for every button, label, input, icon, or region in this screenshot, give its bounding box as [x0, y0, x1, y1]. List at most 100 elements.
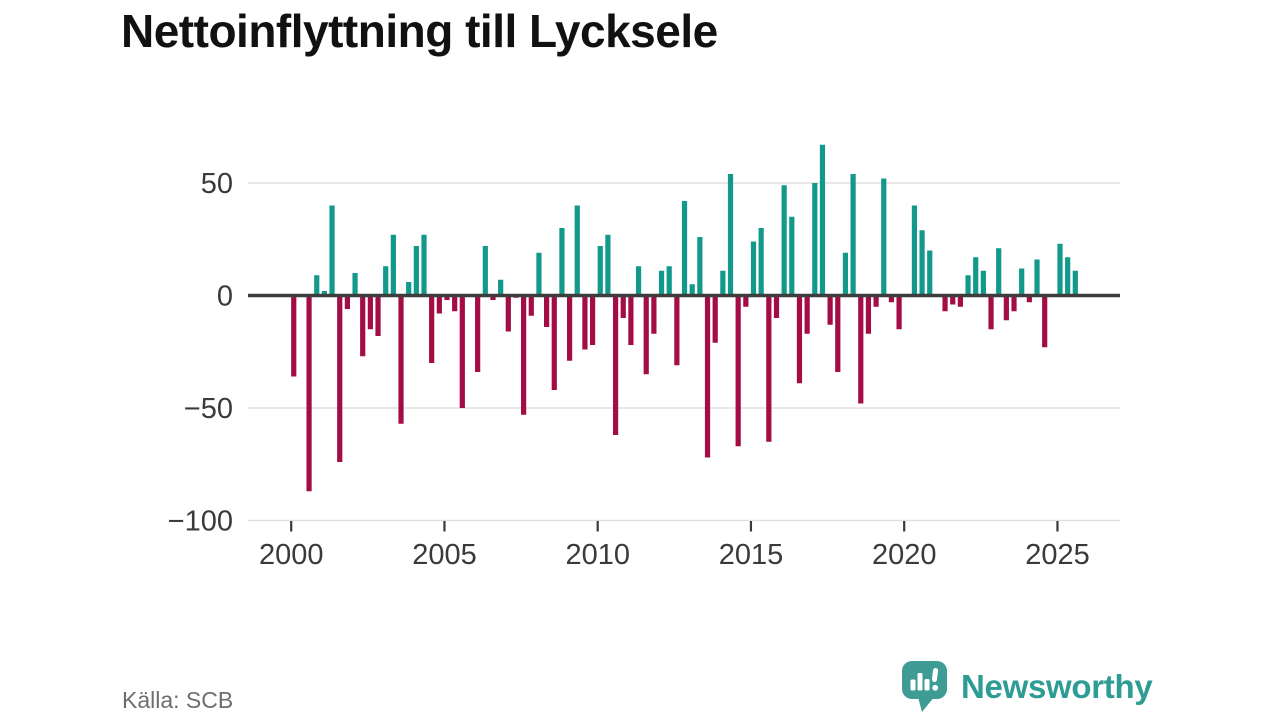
bar	[582, 295, 588, 350]
x-tick-label: 2020	[872, 539, 937, 571]
x-tick-label: 2005	[412, 539, 477, 571]
bar	[1003, 295, 1009, 321]
bar	[827, 295, 833, 325]
bar	[796, 295, 803, 384]
bar	[666, 266, 672, 296]
bar	[689, 284, 695, 296]
bar	[321, 291, 327, 296]
x-tick-label: 2015	[719, 539, 784, 571]
bar	[819, 144, 826, 296]
bar	[620, 295, 626, 318]
bar	[881, 178, 887, 296]
bar	[574, 205, 580, 296]
bar	[804, 295, 810, 334]
bar	[651, 295, 657, 334]
bar	[612, 295, 619, 435]
bar	[544, 295, 550, 327]
bar	[375, 295, 381, 336]
x-tick-label: 2025	[1025, 539, 1090, 571]
bar	[306, 295, 312, 492]
bar	[957, 295, 963, 307]
bar	[413, 246, 419, 296]
bar	[444, 295, 450, 300]
bar	[727, 174, 734, 296]
bar	[750, 241, 757, 296]
bar	[498, 279, 504, 296]
y-tick-label: 50	[201, 168, 233, 200]
bar	[536, 252, 542, 296]
bar	[1042, 295, 1048, 348]
bar	[390, 234, 396, 296]
x-axis-labels: 2000 2005 2010 2015 2020 2025	[259, 539, 1090, 571]
y-axis-labels: 50 0 −50 −100	[168, 168, 233, 538]
bar	[490, 295, 496, 300]
bar	[873, 295, 879, 307]
bar	[551, 295, 557, 390]
bar	[950, 295, 956, 305]
bar	[965, 275, 971, 296]
bar	[681, 201, 688, 296]
bar	[1072, 270, 1078, 296]
bar	[781, 185, 787, 296]
bar	[528, 295, 534, 316]
bar	[505, 295, 511, 332]
bar	[421, 234, 427, 296]
bar	[704, 295, 711, 458]
bar	[628, 295, 634, 345]
bar	[559, 228, 565, 296]
bar	[1057, 243, 1063, 296]
bar	[589, 295, 596, 345]
bar	[521, 295, 527, 415]
bar	[329, 205, 335, 296]
bar	[1026, 295, 1032, 303]
bar	[973, 257, 979, 296]
bar	[658, 270, 665, 296]
x-axis-ticks	[290, 521, 1059, 532]
bar	[383, 266, 389, 296]
newsworthy-logo-icon	[902, 661, 947, 712]
bar	[482, 246, 488, 296]
bar	[720, 270, 726, 296]
bar	[697, 237, 703, 296]
bar	[980, 270, 986, 296]
bar	[429, 295, 435, 363]
bar	[1034, 259, 1040, 296]
bar	[436, 295, 442, 314]
bar	[605, 234, 611, 296]
bars	[291, 144, 1078, 492]
bar	[352, 273, 358, 296]
bar	[758, 228, 764, 296]
bar	[766, 295, 772, 442]
bar	[475, 295, 481, 372]
bar	[291, 295, 297, 377]
x-tick-label: 2000	[259, 539, 324, 571]
y-tick-label: −100	[168, 506, 233, 538]
bar	[743, 295, 749, 307]
bar	[360, 295, 366, 357]
page-title: Nettoinflyttning till Lycksele	[121, 5, 718, 57]
bar	[398, 295, 404, 424]
bar	[1065, 257, 1071, 296]
gridlines	[248, 182, 1120, 522]
bar	[459, 295, 465, 408]
bar	[337, 295, 343, 462]
source-caption: Källa: SCB	[122, 687, 234, 713]
bar	[635, 266, 642, 296]
bar	[927, 250, 933, 296]
bar	[988, 295, 994, 330]
bar	[1011, 295, 1017, 312]
bar	[850, 174, 856, 296]
bar	[643, 295, 649, 375]
bar	[996, 248, 1002, 296]
bar	[911, 205, 918, 296]
bar	[735, 295, 741, 447]
bar	[812, 183, 818, 296]
bar	[567, 295, 573, 361]
bar	[773, 295, 780, 318]
bar	[865, 295, 872, 334]
bar	[406, 282, 412, 296]
bar	[1019, 268, 1025, 296]
x-tick-label: 2010	[565, 539, 630, 571]
bar	[858, 295, 864, 404]
